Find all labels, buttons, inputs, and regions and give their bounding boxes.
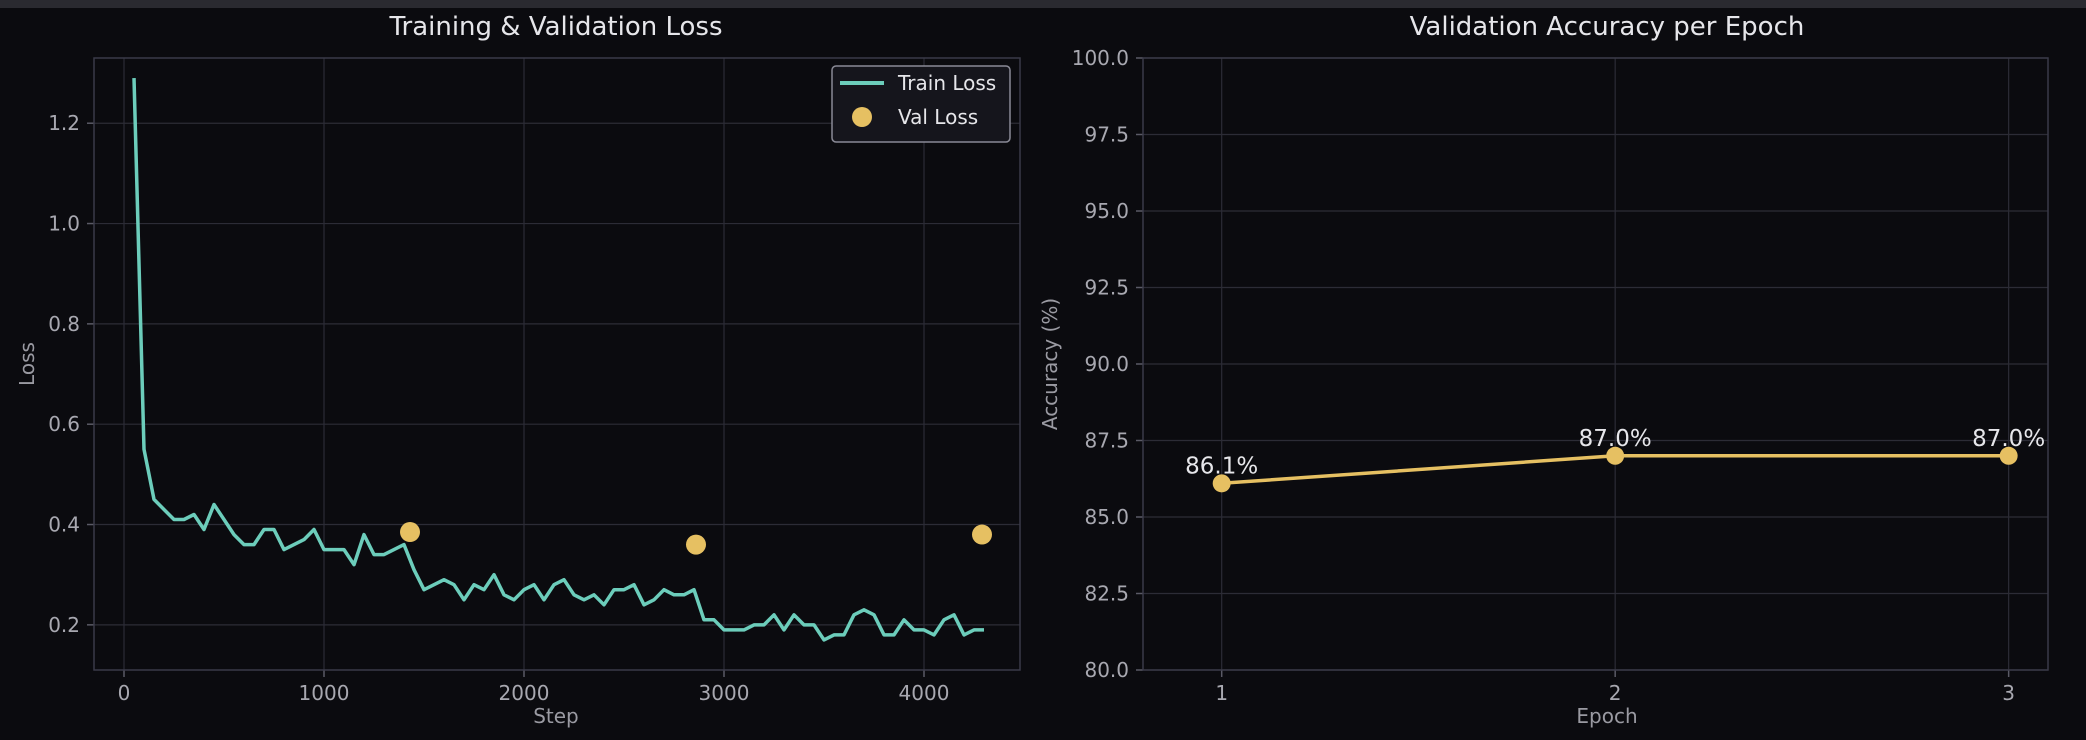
loss-chart-y-tick-label: 0.2 — [48, 613, 80, 637]
accuracy-chart-xlabel: Epoch — [1576, 704, 1637, 728]
accuracy-chart-x-tick-label: 2 — [1609, 681, 1622, 705]
accuracy-chart: Validation Accuracy per Epoch Epoch Accu… — [1038, 12, 2049, 728]
loss-chart-x-tick-label: 1000 — [299, 681, 350, 705]
loss-chart-x-tick-label: 2000 — [499, 681, 550, 705]
loss-chart-ylabel: Loss — [15, 342, 39, 386]
accuracy-data-label: 87.0% — [1972, 426, 2045, 452]
accuracy-chart-y-tick-label: 97.5 — [1084, 123, 1129, 147]
accuracy-chart-y-tick-label: 87.5 — [1084, 429, 1129, 453]
loss-chart-xlabel: Step — [533, 704, 579, 728]
accuracy-chart-y-tick-label: 100.0 — [1072, 46, 1129, 70]
figure-canvas: Training & Validation Loss Step Loss 0 10… — [15, 12, 2049, 728]
loss-chart-y-tick-label: 0.6 — [48, 412, 80, 436]
val-loss-point — [686, 534, 706, 555]
figure: Training & Validation Loss Step Loss 0 10… — [0, 8, 2086, 736]
loss-chart-y-tick-label: 0.4 — [48, 513, 80, 537]
accuracy-point — [1212, 474, 1231, 493]
legend-train-loss-label: Train Loss — [897, 71, 996, 95]
loss-chart-legend: Train Loss Val Loss — [831, 65, 1011, 143]
accuracy-chart-y-tick-label: 80.0 — [1084, 658, 1129, 682]
loss-chart-y-tick-label: 0.8 — [48, 312, 80, 336]
loss-chart-axes-frame — [93, 57, 1021, 671]
accuracy-chart-y-tick-label: 82.5 — [1084, 582, 1129, 606]
accuracy-point — [1999, 446, 2018, 465]
accuracy-chart-axes-frame — [1142, 57, 2049, 671]
accuracy-chart-y-tick-label: 90.0 — [1084, 352, 1129, 376]
legend-val-loss-label: Val Loss — [898, 105, 978, 129]
loss-chart: Training & Validation Loss Step Loss 0 10… — [15, 12, 1021, 728]
window-top-bar — [0, 0, 2086, 8]
loss-chart-x-tick-label: 3000 — [699, 681, 750, 705]
train-loss-line — [132, 78, 984, 642]
accuracy-chart-ylabel: Accuracy (%) — [1038, 298, 1062, 430]
accuracy-data-label: 87.0% — [1579, 426, 1652, 452]
legend-val-loss-swatch — [852, 107, 872, 127]
loss-chart-y-tick-label: 1.2 — [48, 111, 80, 135]
accuracy-data-label: 86.1% — [1185, 453, 1258, 479]
val-loss-point — [972, 524, 992, 545]
loss-chart-title: Training & Validation Loss — [388, 12, 722, 42]
accuracy-chart-x-tick-label: 1 — [1215, 681, 1228, 705]
accuracy-point — [1606, 446, 1625, 465]
val-loss-point — [400, 522, 420, 543]
loss-chart-y-tick-label: 1.0 — [48, 212, 80, 236]
accuracy-chart-title: Validation Accuracy per Epoch — [1410, 12, 1805, 42]
accuracy-chart-y-tick-label: 92.5 — [1084, 276, 1129, 300]
accuracy-chart-x-tick-label: 3 — [2002, 681, 2015, 705]
accuracy-chart-y-tick-label: 95.0 — [1084, 199, 1129, 223]
loss-chart-x-tick-label: 4000 — [899, 681, 950, 705]
loss-chart-x-tick-label: 0 — [118, 681, 131, 705]
accuracy-chart-y-tick-label: 85.0 — [1084, 505, 1129, 529]
